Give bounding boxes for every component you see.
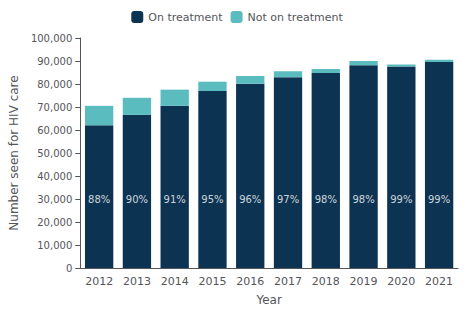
svg-text:2016: 2016	[236, 275, 264, 288]
svg-text:2015: 2015	[198, 275, 226, 288]
svg-text:Number seen for HIV care: Number seen for HIV care	[7, 75, 21, 230]
svg-text:100,000: 100,000	[31, 33, 72, 44]
svg-text:2021: 2021	[425, 275, 453, 288]
svg-text:96%: 96%	[239, 194, 261, 205]
svg-text:90,000: 90,000	[37, 56, 72, 67]
svg-text:90%: 90%	[126, 194, 148, 205]
svg-text:99%: 99%	[428, 194, 450, 205]
svg-text:40,000: 40,000	[37, 171, 72, 182]
svg-text:97%: 97%	[277, 194, 299, 205]
svg-text:99%: 99%	[390, 194, 412, 205]
svg-text:2018: 2018	[312, 275, 340, 288]
svg-text:98%: 98%	[352, 194, 374, 205]
svg-text:70,000: 70,000	[37, 102, 72, 113]
svg-text:0: 0	[66, 263, 72, 274]
svg-text:2012: 2012	[85, 275, 113, 288]
svg-text:2020: 2020	[387, 275, 415, 288]
svg-text:10,000: 10,000	[37, 240, 72, 251]
svg-text:Not on treatment: Not on treatment	[248, 11, 344, 24]
svg-text:95%: 95%	[201, 194, 223, 205]
svg-text:50,000: 50,000	[37, 148, 72, 159]
svg-text:60,000: 60,000	[37, 125, 72, 136]
svg-text:On treatment: On treatment	[148, 11, 223, 24]
svg-text:30,000: 30,000	[37, 194, 72, 205]
svg-text:20,000: 20,000	[37, 217, 72, 228]
svg-text:80,000: 80,000	[37, 79, 72, 90]
svg-text:2013: 2013	[123, 275, 151, 288]
svg-text:91%: 91%	[164, 194, 186, 205]
svg-text:98%: 98%	[315, 194, 337, 205]
svg-text:Year: Year	[255, 293, 281, 307]
svg-text:2014: 2014	[161, 275, 189, 288]
svg-text:88%: 88%	[88, 194, 110, 205]
svg-text:2019: 2019	[350, 275, 378, 288]
svg-text:2017: 2017	[274, 275, 302, 288]
